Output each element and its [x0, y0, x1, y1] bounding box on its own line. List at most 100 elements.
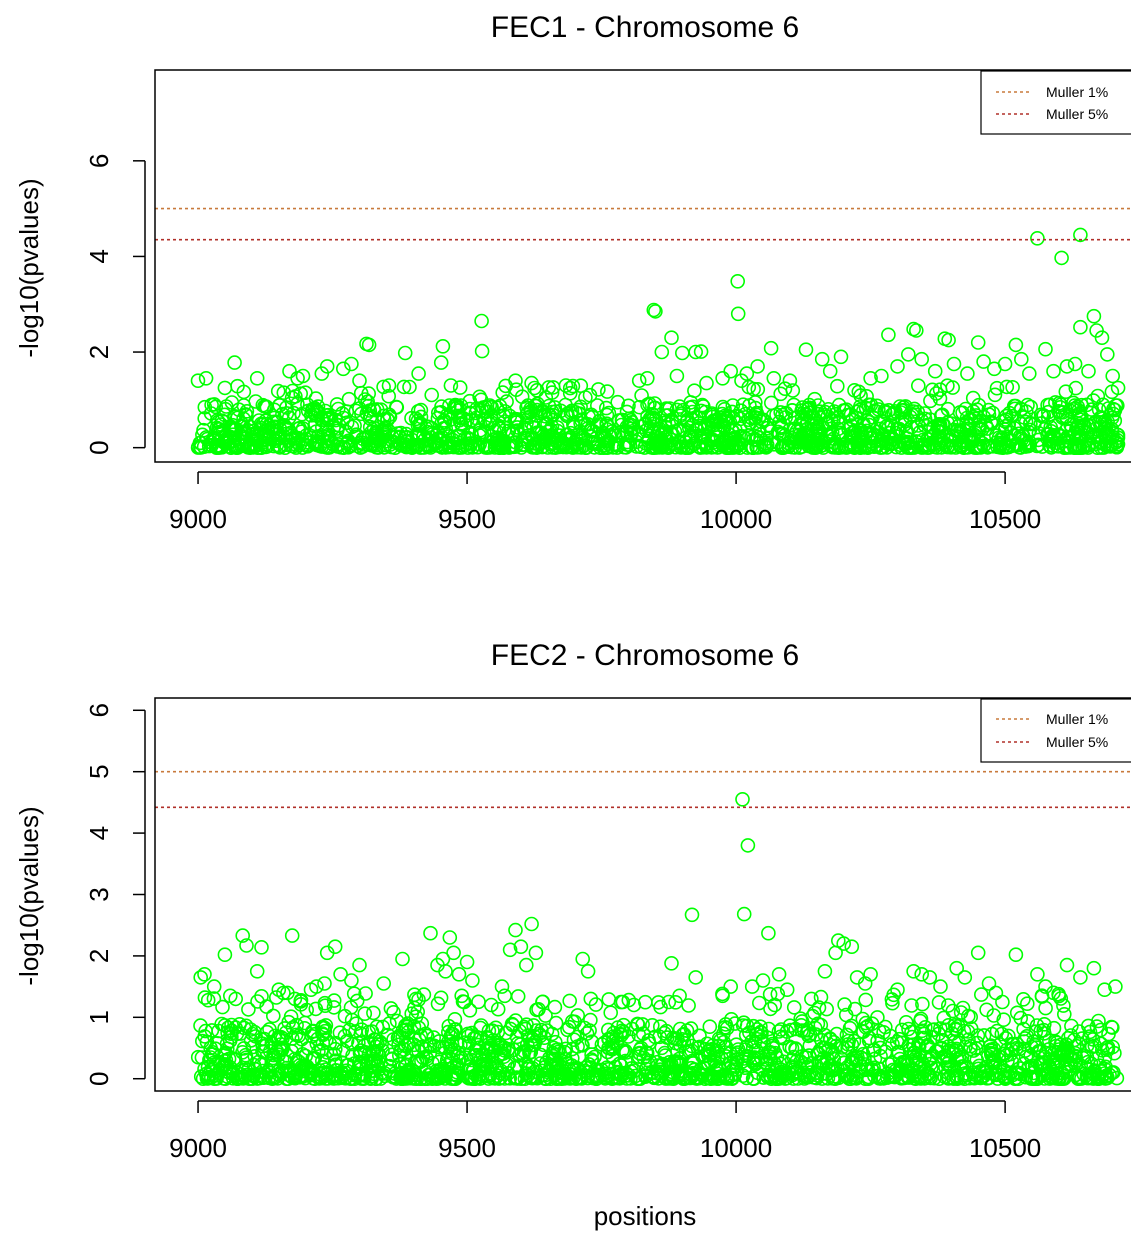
fec1-points: [190, 227, 1126, 456]
fec2-data-point: [502, 942, 518, 958]
fec1-data-point: [639, 370, 655, 386]
fec2-data-point: [222, 1033, 238, 1049]
fec1-data-point: [497, 404, 513, 419]
fec1-data-point: [631, 373, 647, 389]
fec2-data-point: [547, 999, 563, 1015]
fec2-data-point: [524, 916, 539, 932]
fec1-data-point: [314, 419, 330, 435]
fec1-data-point: [888, 425, 904, 441]
fec1-data-point: [813, 426, 828, 441]
fec1-data-point: [483, 414, 499, 430]
fec1-data-point: [754, 414, 769, 430]
fec1-data-point: [562, 439, 578, 455]
fec1-data-point: [429, 428, 444, 443]
fec1-data-point: [694, 397, 710, 413]
fec2-data-point: [545, 1048, 561, 1064]
fec2-data-point: [887, 1069, 903, 1085]
fec1-data-point: [579, 440, 594, 456]
fec1-data-point: [433, 355, 449, 370]
fec1-legend-box: [980, 70, 1131, 135]
fec1-data-point: [900, 347, 916, 362]
fec1-data-point: [190, 440, 206, 455]
fec1-data-point: [227, 355, 242, 370]
fec1-data-point: [412, 427, 428, 443]
fec2-data-point: [398, 1018, 413, 1033]
fec2-data-point: [450, 1068, 465, 1084]
fec2-data-point: [775, 1030, 791, 1046]
fec1-data-point: [1019, 404, 1034, 420]
fec2-data-point: [309, 979, 324, 994]
fec2-data-point: [736, 906, 752, 922]
fec1-data-point: [249, 370, 265, 386]
fec1-data-point: [1031, 437, 1046, 453]
fec1-data-point: [1008, 337, 1024, 353]
fec2-data-point: [698, 1041, 713, 1057]
fec2-data-point: [562, 993, 578, 1009]
fec1-data-point: [844, 430, 860, 445]
fec2-data-point: [949, 960, 965, 976]
fec2-data-point: [206, 991, 222, 1006]
fec1-data-point: [1097, 414, 1113, 429]
fec1-data-point: [361, 386, 377, 401]
fec1-data-point: [1110, 380, 1126, 396]
fec1-data-point: [730, 273, 746, 289]
fec2-data-point: [646, 1070, 662, 1085]
fec2-data-point: [357, 1006, 373, 1022]
fec2-data-point: [1082, 1029, 1097, 1044]
fec2-data-point: [906, 963, 921, 979]
fec2-data-point: [423, 925, 438, 941]
fec2-data-point: [703, 1054, 719, 1070]
fec2-data-point: [235, 928, 250, 943]
fec2-data-point: [287, 1051, 303, 1067]
fec1-data-point: [904, 407, 920, 423]
fec1-data-point: [724, 423, 740, 439]
fec2-data-point: [508, 1013, 523, 1028]
fec2-data-point: [516, 1044, 532, 1059]
fec2-data-point: [494, 979, 510, 994]
fec2-data-point: [644, 1018, 660, 1033]
fec1-data-point: [1041, 404, 1056, 420]
fec2-data-point: [953, 1005, 969, 1020]
fec1-data-point: [1036, 408, 1052, 423]
fec2-data-point: [915, 996, 930, 1012]
fec2-data-point: [463, 1052, 479, 1068]
fec1-data-point: [763, 395, 779, 411]
fec2-data-point: [837, 1068, 853, 1083]
fec1-data-point: [1005, 379, 1020, 395]
fec2-data-point: [851, 1037, 867, 1052]
fec1-data-point: [1079, 424, 1094, 440]
fec1-data-point: [807, 418, 823, 433]
fec1-data-point: [260, 424, 276, 440]
fec2-data-point: [433, 990, 449, 1006]
fec2-data-point: [265, 1008, 281, 1024]
fec1-data-point: [841, 439, 857, 455]
fec2-data-point: [375, 1019, 391, 1035]
fec2-data-point: [1016, 1056, 1032, 1072]
fec1-data-point: [350, 438, 365, 454]
fec2-data-point: [862, 1030, 877, 1046]
fec2-data-point: [384, 1047, 400, 1063]
fec1-data-point: [987, 387, 1003, 403]
fec2-data-point: [262, 1044, 278, 1059]
fec1-data-point: [782, 373, 798, 389]
fec2-data-point: [262, 1022, 277, 1037]
fec2-data-point: [1016, 1034, 1032, 1049]
fec1-data-point: [715, 399, 731, 415]
fec1-data-point: [1023, 399, 1038, 415]
fec2-data-point: [1097, 1050, 1113, 1066]
fec1-data-point: [868, 404, 884, 419]
fec1-data-point: [674, 406, 689, 421]
fec2-data-point: [241, 1062, 256, 1077]
fec1-data-point: [997, 356, 1013, 372]
fec2-data-point: [1102, 1067, 1117, 1083]
fec1-data-point: [496, 440, 512, 456]
fec2-data-point: [779, 982, 795, 998]
fec1-data-point: [890, 359, 905, 374]
fec1-data-point: [859, 388, 874, 404]
fec2-data-point: [744, 979, 760, 994]
fec2-data-point: [936, 1010, 952, 1026]
fec2-data-point: [917, 1049, 933, 1065]
fec2-data-point: [1101, 1026, 1116, 1042]
fec1-data-point: [960, 366, 975, 381]
fec1-data-point: [747, 395, 763, 410]
